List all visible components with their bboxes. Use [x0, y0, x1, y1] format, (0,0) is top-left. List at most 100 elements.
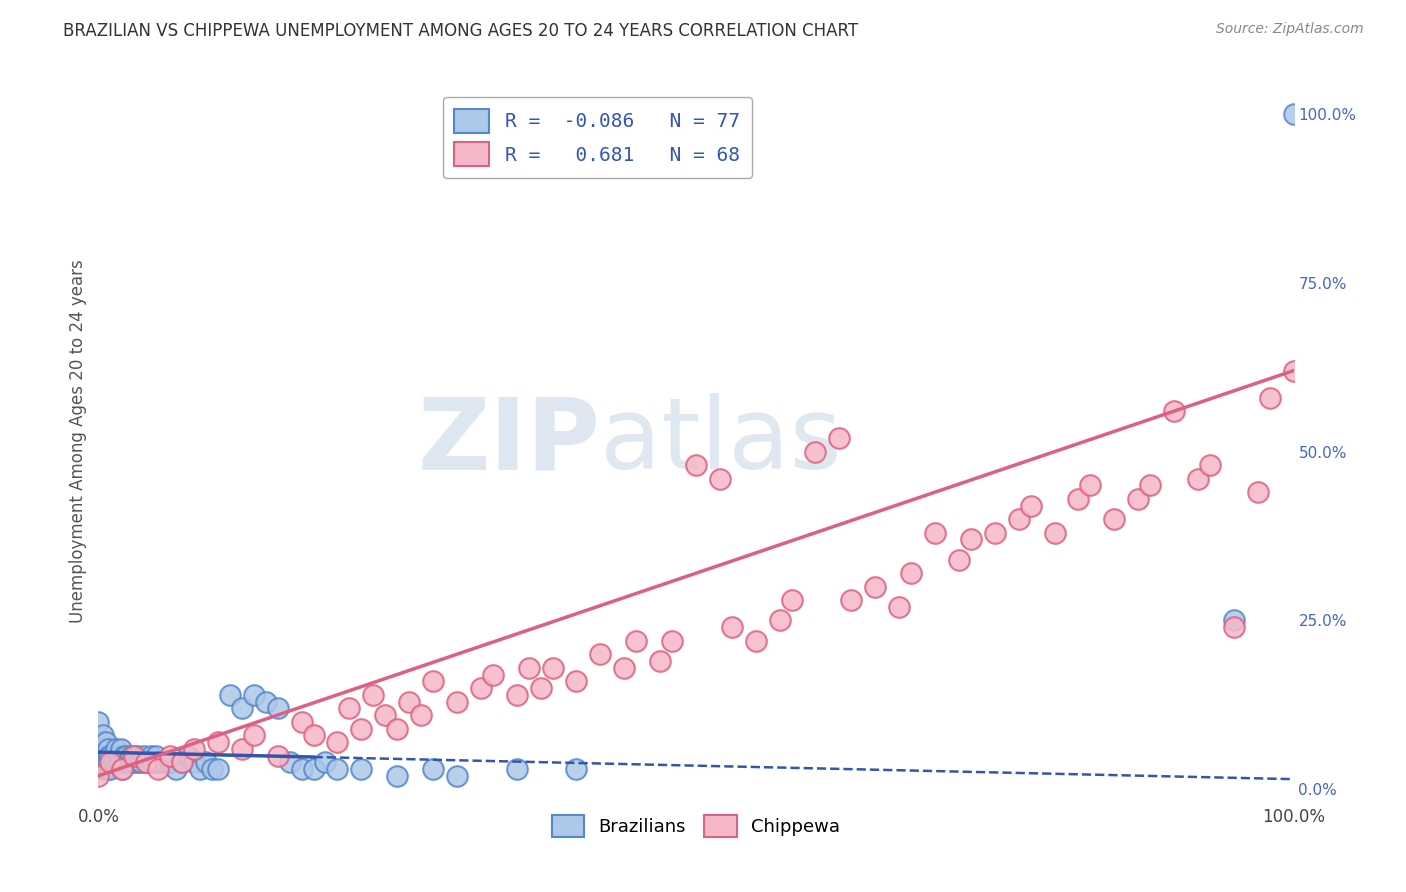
Point — [105, 741, 128, 756]
Point — [188, 762, 211, 776]
Point — [159, 748, 181, 763]
Point — [111, 762, 134, 776]
Point — [98, 748, 122, 763]
Point — [709, 472, 731, 486]
Point — [745, 633, 768, 648]
Point — [124, 748, 146, 763]
Point — [207, 735, 229, 749]
Point — [125, 748, 148, 763]
Y-axis label: Unemployment Among Ages 20 to 24 years: Unemployment Among Ages 20 to 24 years — [69, 260, 87, 624]
Point — [661, 633, 683, 648]
Point — [1223, 620, 1246, 634]
Point — [87, 769, 110, 783]
Point — [172, 756, 194, 770]
Point — [231, 701, 253, 715]
Point — [900, 566, 922, 581]
Point — [517, 661, 540, 675]
Point — [960, 533, 983, 547]
Point — [115, 748, 138, 763]
Point — [107, 756, 129, 770]
Point — [108, 756, 131, 770]
Point — [363, 688, 385, 702]
Point — [350, 722, 373, 736]
Point — [148, 756, 170, 770]
Point — [153, 756, 176, 770]
Point — [1187, 472, 1209, 486]
Point — [374, 708, 396, 723]
Point — [1019, 499, 1042, 513]
Point — [138, 756, 160, 770]
Point — [948, 552, 970, 566]
Point — [172, 756, 194, 770]
Point — [145, 748, 167, 763]
Point — [685, 458, 707, 472]
Point — [613, 661, 636, 675]
Text: ZIP: ZIP — [418, 393, 600, 490]
Point — [1128, 491, 1150, 506]
Point — [302, 728, 325, 742]
Point — [110, 741, 132, 756]
Point — [267, 748, 290, 763]
Point — [1282, 107, 1305, 121]
Point — [103, 748, 125, 763]
Point — [721, 620, 744, 634]
Point — [135, 756, 157, 770]
Point — [446, 769, 468, 783]
Point — [243, 728, 266, 742]
Point — [302, 762, 325, 776]
Point — [1163, 404, 1185, 418]
Point — [91, 756, 114, 770]
Point — [93, 748, 115, 763]
Point — [1199, 458, 1222, 472]
Point — [326, 762, 349, 776]
Point — [350, 762, 373, 776]
Point — [132, 748, 155, 763]
Point — [1080, 478, 1102, 492]
Point — [422, 762, 444, 776]
Point — [131, 756, 153, 770]
Point — [159, 756, 181, 770]
Point — [1067, 491, 1090, 506]
Point — [828, 431, 851, 445]
Point — [87, 714, 110, 729]
Point — [889, 599, 911, 614]
Point — [87, 756, 110, 770]
Point — [139, 748, 162, 763]
Point — [243, 688, 266, 702]
Point — [98, 756, 122, 770]
Point — [104, 756, 127, 770]
Point — [97, 741, 120, 756]
Point — [780, 593, 803, 607]
Point — [100, 756, 122, 770]
Point — [315, 756, 337, 770]
Point — [1104, 512, 1126, 526]
Point — [1282, 364, 1305, 378]
Point — [924, 525, 946, 540]
Point — [121, 756, 143, 770]
Point — [114, 756, 136, 770]
Point — [541, 661, 564, 675]
Point — [385, 769, 409, 783]
Point — [107, 748, 129, 763]
Point — [94, 756, 117, 770]
Point — [506, 688, 529, 702]
Point — [768, 614, 790, 628]
Point — [165, 762, 187, 776]
Point — [1139, 478, 1161, 492]
Point — [278, 756, 301, 770]
Point — [530, 681, 553, 695]
Text: Source: ZipAtlas.com: Source: ZipAtlas.com — [1216, 22, 1364, 37]
Point — [91, 728, 114, 742]
Point — [326, 735, 349, 749]
Point — [1043, 525, 1066, 540]
Point — [231, 741, 253, 756]
Point — [101, 756, 124, 770]
Point — [142, 756, 165, 770]
Point — [135, 756, 157, 770]
Point — [201, 762, 224, 776]
Text: atlas: atlas — [600, 393, 842, 490]
Point — [96, 748, 118, 763]
Point — [470, 681, 492, 695]
Point — [398, 694, 420, 708]
Point — [411, 708, 433, 723]
